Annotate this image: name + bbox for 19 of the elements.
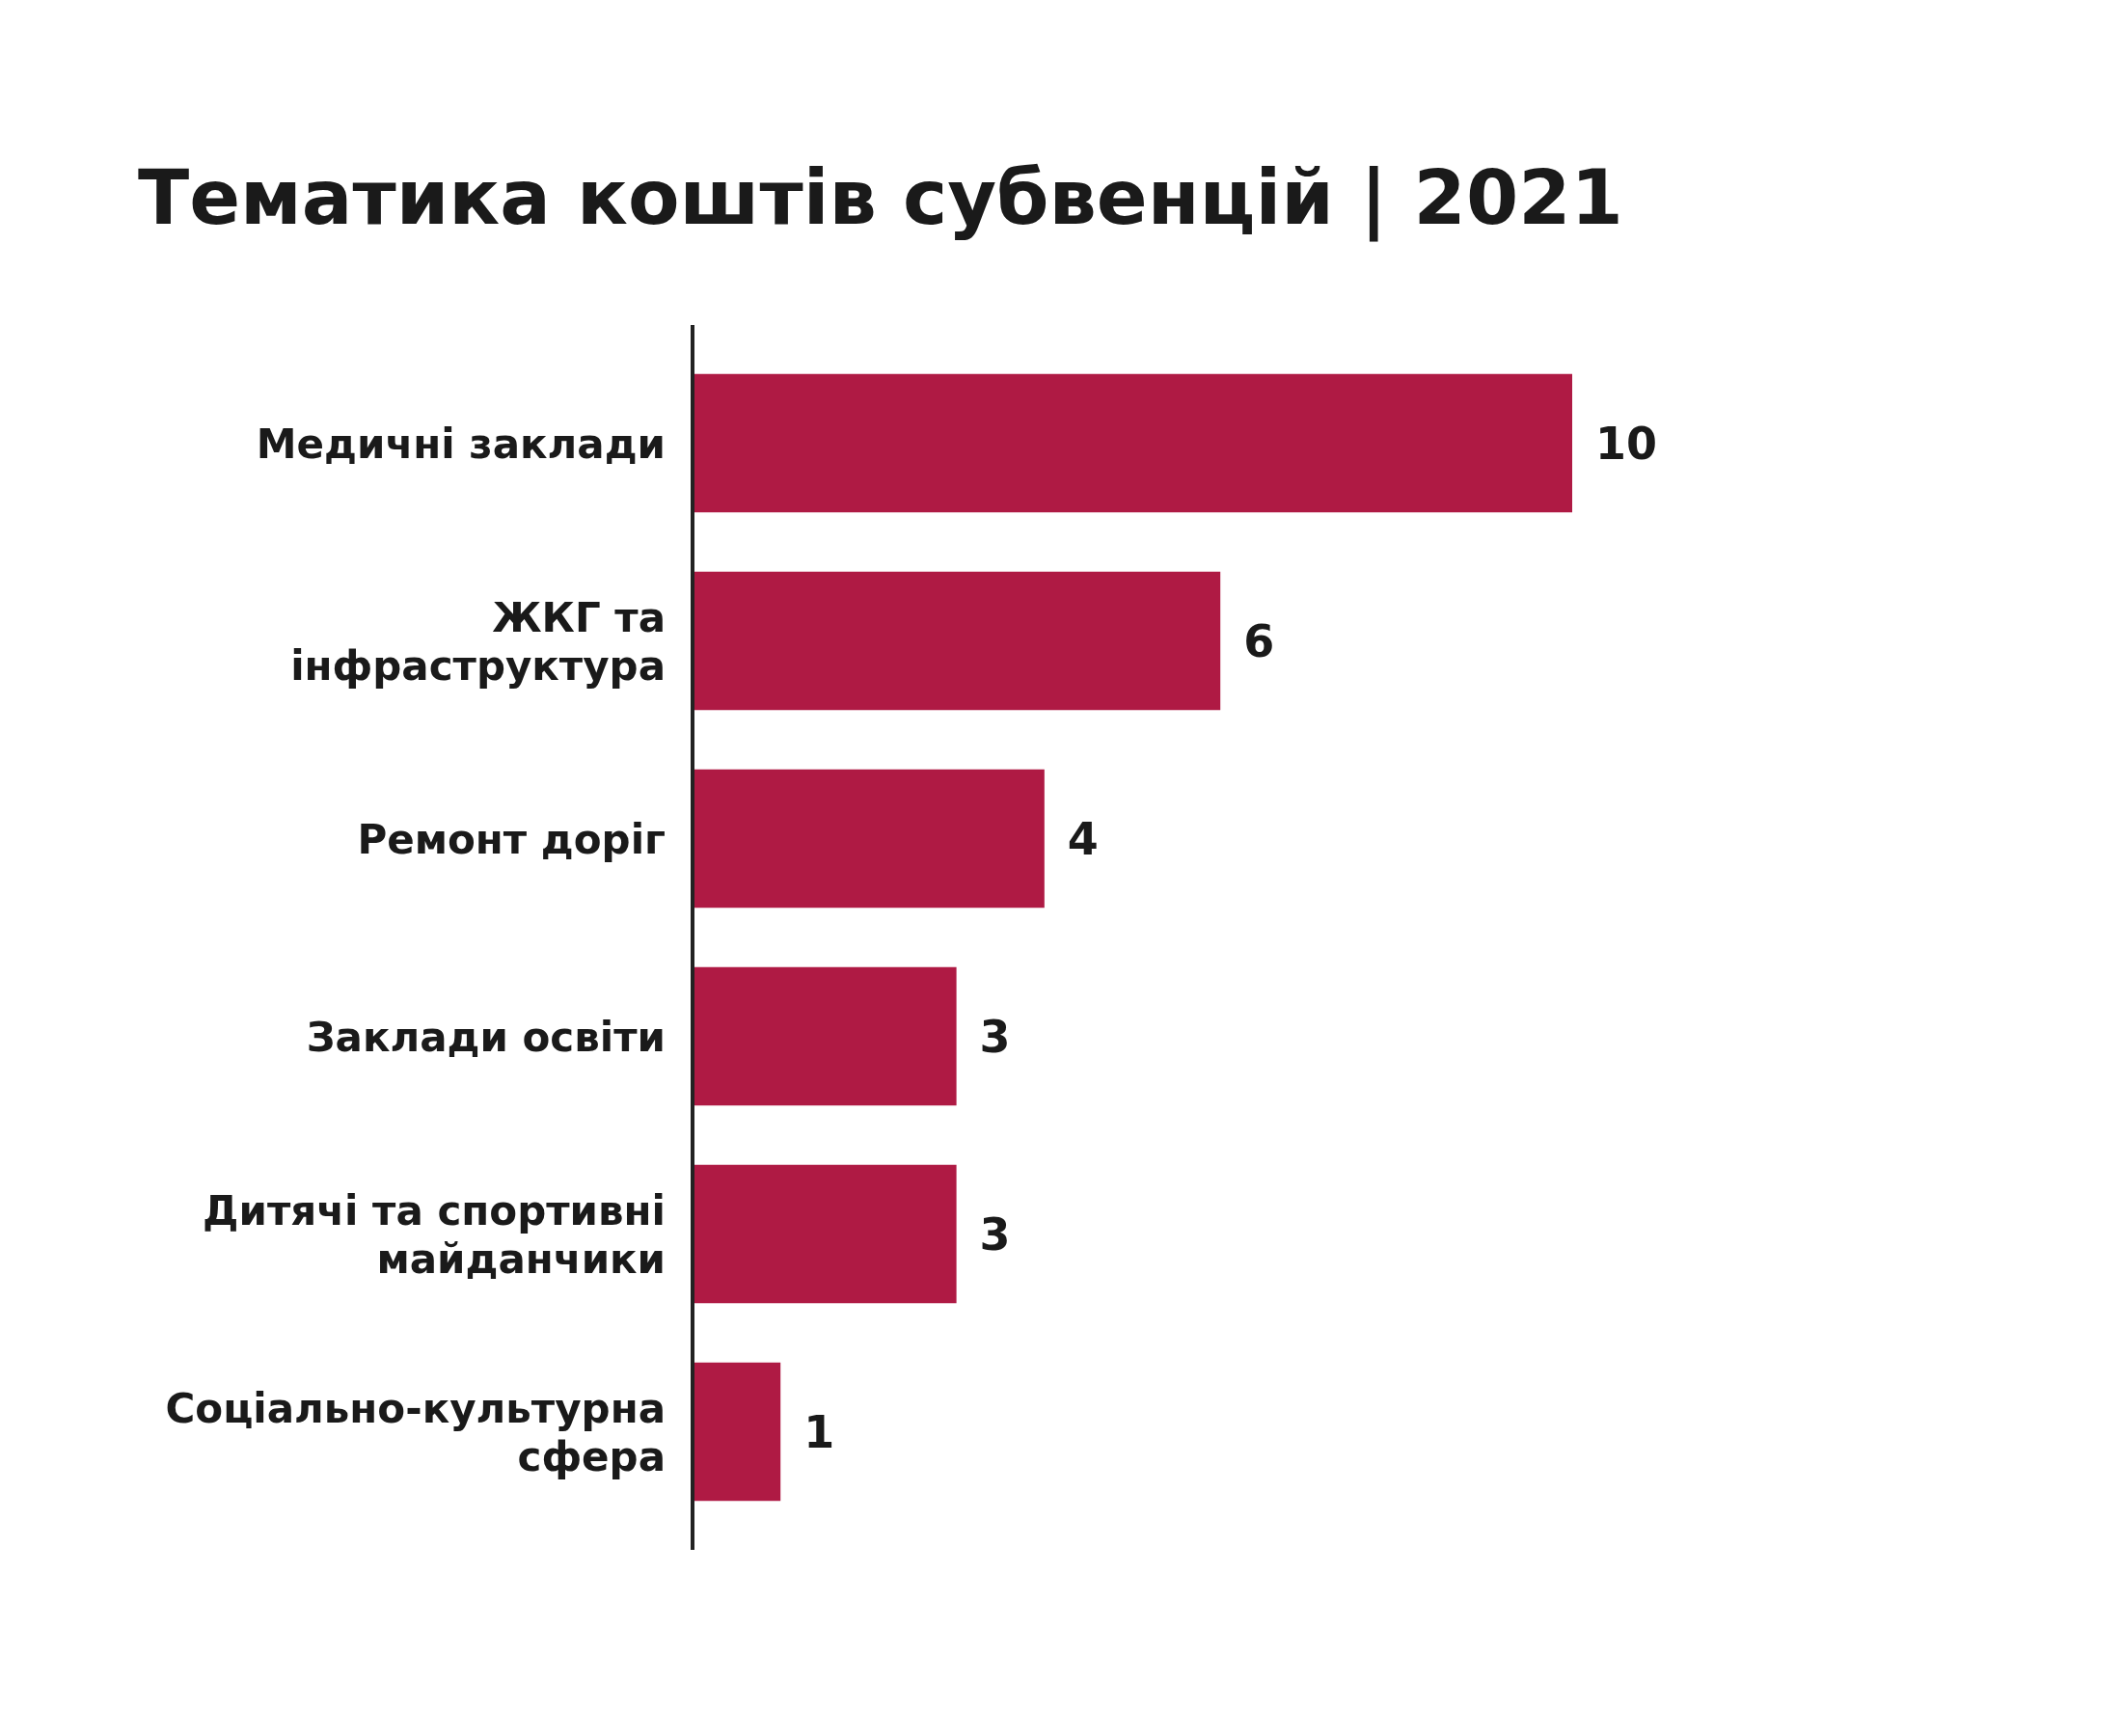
bar	[693, 373, 1572, 513]
bar	[693, 1362, 781, 1502]
bar	[693, 769, 1045, 909]
y-tick-label: Медичні заклади	[256, 420, 666, 468]
y-tick-label: Ремонт доріг	[357, 815, 666, 863]
bar	[693, 571, 1221, 711]
data-label: 1	[803, 1406, 835, 1459]
data-label: 6	[1243, 615, 1275, 668]
y-tick-label: Заклади освіти	[306, 1013, 666, 1061]
y-tick-label: Дитячі та спортивні майданчики	[203, 1186, 666, 1283]
data-label: 3	[979, 1208, 1011, 1261]
data-label: 10	[1595, 418, 1658, 471]
bar	[693, 1164, 957, 1304]
bar	[693, 966, 957, 1106]
y-tick-label: ЖКГ та інфраструктура	[290, 593, 666, 690]
y-tick-label: Соціально-культурна сфера	[165, 1384, 666, 1480]
data-label: 3	[979, 1011, 1011, 1064]
chart-title: Тематика коштів субвенцій | 2021	[138, 154, 1623, 242]
data-label: 4	[1067, 813, 1099, 866]
